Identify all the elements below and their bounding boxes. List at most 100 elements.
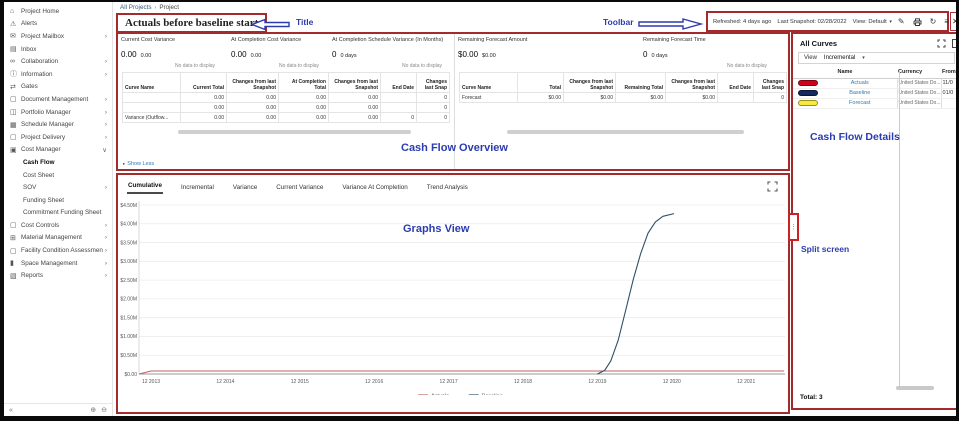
column-header-changes-from-last-snapshot: Changes from last Snapshot [226, 72, 279, 93]
card-sub-value: 0.00 [140, 53, 152, 59]
overview-card-remaining-forecast-time: Remaining Forecast Time 0 0 days No data to… [643, 37, 777, 69]
sidebar-nav: ⌂ Project Home ⚠ Alerts ✉ Project Mailbox › ▤ In… [4, 5, 112, 282]
tab-trend-analysis[interactable]: Trend Analysis [426, 184, 468, 191]
curves-scrollbar[interactable] [896, 386, 934, 390]
sidebar-item-document-management[interactable]: ▢ Document Management › [4, 93, 112, 106]
tab-variance-at-completion[interactable]: Variance At Completion [342, 184, 408, 191]
sidebar-item-funding-sheet[interactable]: Funding Sheet [4, 194, 112, 207]
column-header-changes-from-last-snapshot: Changes from last Snapshot [328, 72, 381, 93]
chevron-right-icon: › [104, 32, 107, 40]
column-header-curve-name: Curve Name [459, 72, 518, 93]
curve-currency: United States Do... [896, 97, 942, 109]
column-header-end-date: End Date [717, 72, 754, 93]
sidebar-item-cost-manager[interactable]: ▣ Cost Manager ∨ [4, 144, 112, 157]
show-less-link[interactable]: ▸ Show Less [123, 161, 155, 167]
table-cell: 0.00 [180, 112, 227, 123]
svg-text:$1.50M: $1.50M [120, 315, 137, 321]
sidebar: ⌂ Project Home ⚠ Alerts ✉ Project Mailbox › ▤ In… [4, 2, 113, 416]
table-cell: 0.00 [180, 102, 227, 113]
view-selector[interactable]: View: Default ▾ [853, 19, 892, 25]
sidebar-item-inbox[interactable]: ▤ Inbox [4, 43, 112, 56]
sidebar-item-label: Space Management [21, 259, 78, 267]
refresh-icon[interactable]: ↻ [929, 16, 937, 26]
zoom-in-icon[interactable]: ⊕ [90, 407, 97, 414]
sidebar-item-label: Facility Condition Assessment [21, 247, 103, 255]
svg-text:Baseline: Baseline [482, 394, 503, 396]
curve-name-link[interactable]: Forecast [823, 98, 898, 109]
card-title: At Completion Cost Variance [231, 37, 302, 43]
curves-view-selector[interactable]: View Incremental ▾ [798, 52, 955, 64]
sidebar-collapse-icon[interactable]: « [9, 406, 13, 414]
card-title: Current Cost Variance [121, 37, 176, 43]
column-header-changes-last-snap: Changes last Snap [753, 72, 787, 93]
sidebar-item-schedule-manager[interactable]: ▦ Schedule Manager › [4, 118, 112, 131]
card-value: 0 [643, 50, 648, 59]
sidebar-item-collaboration[interactable]: ∞ Collaboration › [4, 55, 112, 68]
breadcrumb-root[interactable]: All Projects [120, 4, 152, 11]
left-table-row-2[interactable]: Variance (Outflow... 0.00 0.00 0.00 0.00 0 0 [122, 112, 450, 123]
table-cell: $0.00 [665, 92, 718, 103]
chevron-right-icon: › [104, 234, 107, 242]
table-cell [380, 102, 417, 113]
org-chart-icon: ⌂ [10, 7, 15, 15]
curves-column-divider [899, 70, 900, 389]
edit-icon[interactable]: ✎ [897, 16, 905, 26]
left-table-row-0[interactable]: 0.00 0.00 0.00 0.00 0 [122, 92, 450, 103]
close-button[interactable]: ✕ [950, 12, 956, 31]
sidebar-item-facility-condition-assessment[interactable]: ▢ Facility Condition Assessment › [4, 244, 112, 257]
expand-icon[interactable] [767, 181, 778, 192]
split-screen-handle[interactable]: ⋮ [788, 213, 799, 241]
sidebar-item-label: Cash Flow [23, 158, 55, 166]
curve-row-baseline[interactable]: Baseline United States Do... 01/0 [793, 87, 956, 99]
right-table-row-0[interactable]: Forecast $0.00 $0.00 $0.00 $0.00 0 [459, 92, 787, 103]
sidebar-item-project-delivery[interactable]: ▢ Project Delivery › [4, 131, 112, 144]
chevron-right-icon: › [104, 58, 107, 66]
sidebar-item-project-mailbox[interactable]: ✉ Project Mailbox › [4, 30, 112, 43]
sidebar-item-information[interactable]: ⓘ Information › [4, 68, 112, 81]
tab-cumulative[interactable]: Cumulative [127, 180, 163, 194]
series-actuals [138, 370, 785, 375]
curve-row-forecast[interactable]: Forecast United States Do... [793, 97, 956, 109]
tab-incremental[interactable]: Incremental [180, 184, 214, 191]
chevron-right-icon: › [104, 184, 107, 192]
left-table-row-1[interactable]: 0.00 0.00 0.00 0.00 0 [122, 102, 450, 113]
folder-icon: ▢ [10, 134, 17, 142]
overview-annotation-label: Cash Flow Overview [401, 142, 508, 154]
table-cell: 0.00 [226, 102, 279, 113]
expand-icon[interactable] [937, 39, 946, 48]
sidebar-item-gates[interactable]: ⇄ Gates [4, 81, 112, 94]
sidebar-item-label: Inbox [21, 45, 37, 53]
sidebar-item-cost-sheet[interactable]: Cost Sheet [4, 169, 112, 182]
alert-icon: ⚠ [10, 20, 17, 28]
sidebar-item-reports[interactable]: ▧ Reports › [4, 269, 112, 282]
tab-current-variance[interactable]: Current Variance [276, 184, 324, 191]
sidebar-item-material-management[interactable]: ⊞ Material Management › [4, 232, 112, 245]
sidebar-item-portfolio-manager[interactable]: ◫ Portfolio Manager › [4, 106, 112, 119]
chevron-down-icon: ▾ [862, 55, 865, 61]
table-cell: Forecast [459, 92, 518, 103]
sidebar-item-commitment-funding-sheet[interactable]: Commitment Funding Sheet [4, 207, 112, 220]
sidebar-item-cost-controls[interactable]: ▢ Cost Controls › [4, 219, 112, 232]
column-header-currency: Currency [897, 67, 942, 79]
portfolio-icon: ◫ [10, 109, 17, 117]
curve-name-link[interactable]: Baseline [823, 88, 898, 99]
sidebar-item-project-home[interactable]: ⌂ Project Home [4, 5, 112, 18]
chevron-down-icon: ∨ [102, 146, 107, 154]
table-cell: $0.00 [563, 92, 616, 103]
menu-icon[interactable]: ≡ [944, 16, 949, 26]
curve-row-actuals[interactable]: Actuals United States Do... 11/0 [793, 77, 956, 89]
sidebar-item-space-management[interactable]: ▮ Space Management › [4, 257, 112, 270]
zoom-out-icon[interactable]: ⊖ [101, 407, 107, 414]
overview-right-table: Curve Name Total Changes from last Snapsho… [459, 72, 787, 103]
split-panel-icon[interactable] [952, 39, 959, 48]
tab-variance[interactable]: Variance [232, 184, 258, 191]
left-table-scrollbar[interactable] [178, 130, 411, 134]
curve-name-link[interactable]: Actuals [823, 78, 898, 89]
svg-text:Actuals: Actuals [431, 394, 449, 396]
sidebar-item-alerts[interactable]: ⚠ Alerts [4, 18, 112, 31]
sidebar-item-sov[interactable]: SOV › [4, 181, 112, 194]
print-icon[interactable] [913, 17, 922, 26]
card-sub-value: 0 days [651, 53, 668, 59]
sidebar-item-cash-flow[interactable]: Cash Flow [4, 156, 112, 169]
right-table-scrollbar[interactable] [507, 130, 744, 134]
